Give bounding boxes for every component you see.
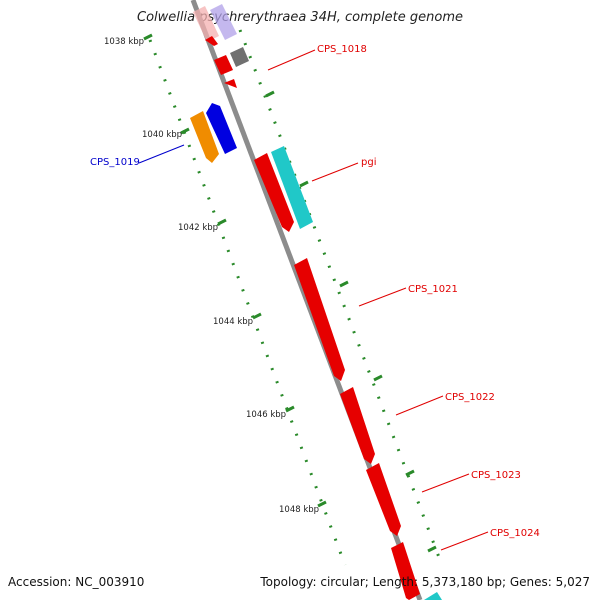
rtick-5 [405,469,415,477]
kbp-label-1046: 1046 kbp [246,410,286,420]
gene-top-purple [210,4,237,40]
gene-red-cps1023 [366,463,401,536]
rtick-2 [299,180,309,188]
kbp-label-1048: 1048 kbp [279,505,319,515]
tick-1038 [143,33,153,41]
leader-cps1021 [358,287,407,307]
label-cps1019: CPS_1019 [90,157,140,168]
label-pgi: pgi [361,157,376,168]
kbp-label-1044: 1044 kbp [213,317,253,327]
gene-red-pgi [254,153,294,232]
kbp-label-1040: 1040 kbp [142,130,182,140]
leader-pgi [311,162,359,182]
label-cps1021: CPS_1021 [408,284,458,295]
rtick-4 [373,374,383,382]
kbp-label-1038: 1038 kbp [104,37,144,47]
accession-text: Accession: NC_003910 [8,575,145,589]
leader-cps1019 [138,144,185,164]
label-cps1018: CPS_1018 [317,44,367,55]
left-scale-track [148,39,347,566]
gene-cyan-pgi [271,146,313,229]
kbp-label-1042: 1042 kbp [178,223,218,233]
gene-red-cps1021 [294,258,345,381]
gene-red-block [214,55,233,75]
rtick-1 [265,90,275,98]
label-cps1023: CPS_1023 [471,470,521,481]
gene-cyan-bottom [424,592,442,600]
leader-cps1018 [267,49,316,71]
gene-red-cps1022 [340,387,375,464]
leader-cps1023 [421,473,470,493]
tick-1048 [317,500,327,508]
label-cps1024: CPS_1024 [490,528,540,539]
gene-red-arrow-small [224,79,237,88]
gene-top-pink [193,6,219,42]
tick-1042 [217,218,227,226]
rtick-6 [427,545,437,553]
tick-1040 [180,127,190,135]
gene-grey-block [230,47,249,67]
leader-cps1022 [395,395,444,416]
right-scale-track [238,29,442,561]
tick-1044 [252,312,262,320]
gene-blue [206,103,237,154]
genome-summary-text: Topology: circular; Length: 5,373,180 bp… [260,575,590,589]
gene-red-cps1024 [391,542,420,600]
rtick-3 [339,280,349,288]
label-cps1022: CPS_1022 [445,392,495,403]
gene-orange [190,111,219,163]
gene-top-red-small [205,36,218,46]
tick-1046 [285,405,295,413]
leader-cps1024 [440,531,489,551]
